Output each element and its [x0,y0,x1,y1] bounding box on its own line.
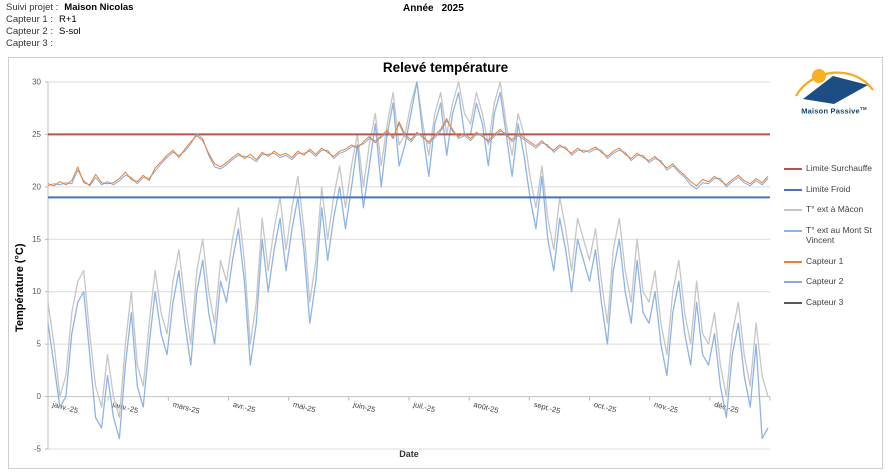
project-row: Suivi projet : Maison Nicolas [6,2,133,14]
legend-item-capteur-1[interactable]: Capteur 1 [784,256,886,267]
svg-text:juil.-25: juil.-25 [412,400,437,415]
legend-label: Capteur 1 [806,255,844,266]
maison-passive-logo-graphic [795,69,874,104]
capteur2-value: S-sol [59,26,81,37]
legend-swatch [784,229,802,232]
legend-item-capteur-2[interactable]: Capteur 2 [784,276,886,287]
logo-swoosh [795,71,874,97]
svg-text:15: 15 [32,235,41,244]
legend-label: T° ext au Mont St Vincent [806,224,872,246]
legend-label: T° ext à Mâcon [806,204,864,214]
project-label: Suivi projet : [6,2,59,13]
legend-item-capteur-3[interactable]: Capteur 3 [784,297,886,308]
capteur2-label: Capteur 2 : [6,26,53,37]
svg-text:-5: -5 [34,445,42,454]
legend-item-limite-froid[interactable]: Limite Froid [784,184,886,195]
legend-item-t-ext-au-mont-st-vincent[interactable]: T° ext au Mont St Vincent [784,225,886,246]
capteur1-row: Capteur 1 : R+1 [6,14,133,26]
project-value: Maison Nicolas [64,2,134,13]
legend-swatch [784,209,802,211]
legend-swatch [784,281,802,283]
legend-swatch [784,301,802,304]
legend-label: Limite Surchauffe [806,163,872,173]
capteur2-row: Capteur 2 : S-sol [6,26,133,38]
svg-text:30: 30 [32,78,41,87]
capteur3-label: Capteur 3 : [6,38,53,49]
chart-title: Relevé température [382,60,509,75]
svg-text:nov.-25: nov.-25 [653,400,679,415]
svg-text:20: 20 [32,182,41,191]
svg-text:5: 5 [37,340,42,349]
svg-text:mai-25: mai-25 [292,400,316,415]
legend-swatch [784,188,802,191]
svg-text:25: 25 [32,130,41,139]
svg-text:0: 0 [37,392,42,401]
legend-item-t-ext-m-con[interactable]: T° ext à Mâcon [784,204,886,215]
year-header: Année 2025 [403,3,464,14]
capteur3-row: Capteur 3 : [6,38,133,50]
capteur1-value: R+1 [59,14,77,25]
legend-label: Capteur 2 [806,276,844,286]
svg-text:oct.-25: oct.-25 [593,400,617,415]
svg-text:août-25: août-25 [473,400,500,415]
year-label: Année [403,3,434,14]
svg-text:juin-25: juin-25 [351,400,376,415]
svg-text:10: 10 [32,287,41,296]
legend-swatch [784,260,802,263]
capteur1-label: Capteur 1 : [6,14,53,25]
x-axis-title: Date [399,449,419,459]
logo-brand-text: Maison PassiveTM [801,106,867,116]
legend-swatch [784,168,802,170]
sun-icon [812,69,826,83]
legend-item-limite-surchauffe[interactable]: Limite Surchauffe [784,163,886,174]
trademark-symbol: TM [859,106,867,111]
legend-label: Capteur 3 [806,296,844,307]
roof-icon [803,76,868,104]
project-header: Suivi projet : Maison Nicolas Capteur 1 :… [6,2,133,50]
svg-text:sept.-25: sept.-25 [533,400,562,416]
maison-passive-logo: Maison PassiveTM [790,64,878,120]
svg-text:mars-25: mars-25 [172,400,201,416]
legend: Limite Surchauffe Limite Froid T° ext à Mâ… [784,163,886,317]
legend-label: Limite Froid [806,183,851,194]
svg-text:janv.-25: janv.-25 [51,400,80,416]
svg-text:avr.-25: avr.-25 [232,400,256,415]
year-value: 2025 [441,3,464,14]
